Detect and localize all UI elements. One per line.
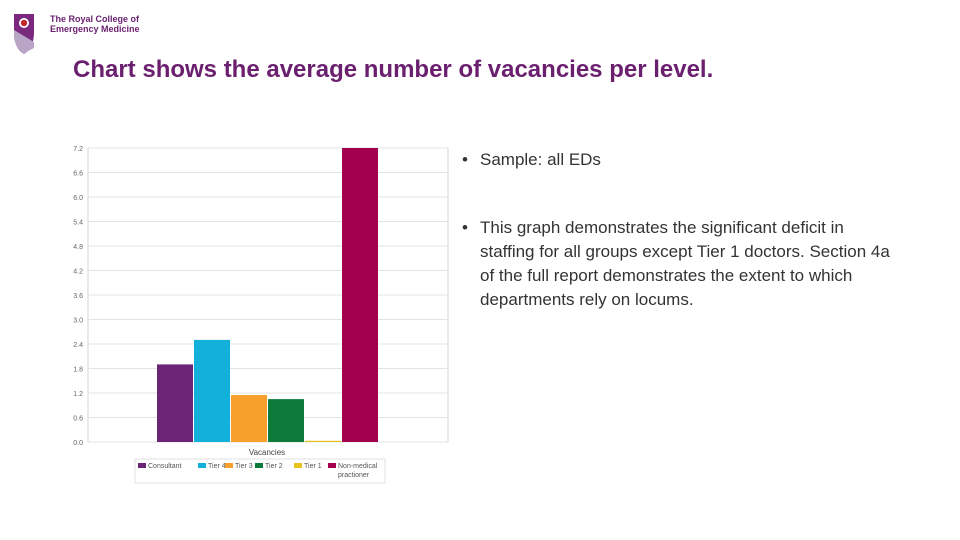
bar-tier-2 <box>268 399 304 442</box>
y-tick-label: 0.0 <box>73 440 83 447</box>
y-tick-label: 3.6 <box>73 293 83 300</box>
vacancies-chart: 0.0 0.6 1.2 1.8 2.4 3.0 3.6 4.2 4.8 5.4 6.0 6.6 7.2 V… <box>60 140 460 490</box>
bar-tier-3 <box>231 395 267 442</box>
legend-label: Tier 2 <box>265 463 283 470</box>
legend-label: Non-medical <box>338 463 378 470</box>
bar-chart: 0.0 0.6 1.2 1.8 2.4 3.0 3.6 4.2 4.8 5.4 6.0 6.6 7.2 V… <box>73 146 449 484</box>
bar-tier-4 <box>194 339 230 442</box>
y-tick-label: 1.2 <box>73 391 83 398</box>
bar-consultant <box>157 364 193 442</box>
rcem-logo: The Royal College of Emergency Medicine <box>12 12 162 60</box>
logo-text-line-2: Emergency Medicine <box>50 24 140 34</box>
y-tick-label: 4.8 <box>73 244 83 251</box>
legend-label: Tier 3 <box>235 463 253 470</box>
legend-swatch <box>225 463 233 468</box>
legend-swatch <box>198 463 206 468</box>
y-tick-label: 5.4 <box>73 220 83 227</box>
bar-tier-1 <box>305 440 341 442</box>
y-tick-label: 7.2 <box>73 146 83 153</box>
legend-label: practioner <box>338 472 370 479</box>
legend-swatch <box>294 463 302 468</box>
legend-swatch <box>255 463 263 468</box>
bullet-list: Sample: all EDs This graph demonstrates … <box>458 148 898 356</box>
logo-text: The Royal College of Emergency Medicine <box>50 14 140 34</box>
legend-swatch <box>328 463 336 468</box>
legend-label: Tier 4 <box>208 463 226 470</box>
bullet-item: This graph demonstrates the significant … <box>458 216 898 312</box>
y-tick-label: 4.2 <box>73 269 83 276</box>
legend-label: Consultant <box>148 463 182 470</box>
logo-text-line-1: The Royal College of <box>50 14 140 24</box>
shield-logo-icon <box>14 14 34 54</box>
y-tick-label: 6.6 <box>73 171 83 178</box>
y-tick-label: 0.6 <box>73 416 83 423</box>
page-title: Chart shows the average number of vacanc… <box>73 56 714 83</box>
y-tick-label: 6.0 <box>73 195 83 202</box>
bullet-item: Sample: all EDs <box>458 148 898 172</box>
bar-non-medical-practioner <box>342 148 378 442</box>
x-axis-label: Vacancies <box>249 448 285 457</box>
legend-swatch <box>138 463 146 468</box>
y-tick-label: 2.4 <box>73 342 83 349</box>
legend-label: Tier 1 <box>304 463 322 470</box>
y-tick-label: 3.0 <box>73 318 83 325</box>
y-tick-label: 1.8 <box>73 367 83 374</box>
